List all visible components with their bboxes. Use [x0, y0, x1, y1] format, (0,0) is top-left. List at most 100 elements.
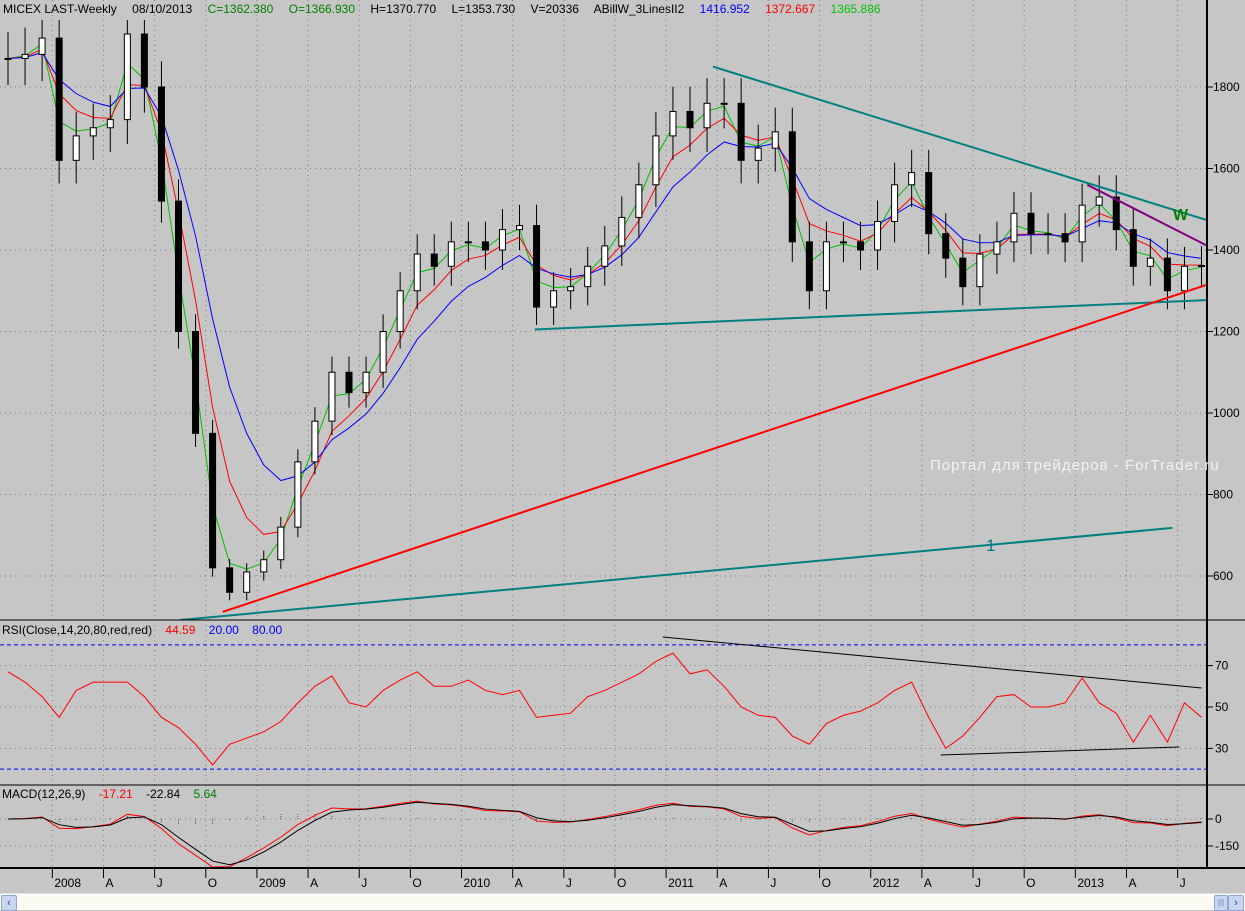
candle-down — [192, 331, 200, 434]
symbol-label: MICEX LAST-Weekly — [3, 2, 117, 16]
candle-down — [1061, 233, 1069, 243]
macd-value: -17.21 — [98, 787, 133, 801]
candle-up — [1198, 264, 1205, 267]
candle-up — [635, 184, 643, 218]
candle — [379, 314, 387, 388]
candle — [601, 225, 609, 286]
x-tick-label: 2012 — [873, 876, 900, 890]
x-tick-label: A — [719, 876, 727, 890]
candle-down — [55, 37, 63, 161]
candle-up — [584, 265, 592, 288]
macd-title: MACD(12,26,9) — [2, 787, 86, 801]
candle — [294, 449, 302, 538]
price-tick-label: 1600 — [1213, 162, 1240, 176]
low-value: L=1353.730 — [451, 2, 516, 16]
candle — [1044, 213, 1052, 255]
x-tick-label: 2010 — [464, 876, 491, 890]
candle-up — [413, 253, 421, 292]
rsi-tick-label: 30 — [1215, 741, 1229, 755]
rsi-panel-label: RSI(Close,14,20,80,red,red) 44.59 20.00 … — [2, 623, 292, 637]
candle-down — [959, 257, 967, 288]
candle — [618, 196, 626, 267]
rsi-line — [7, 652, 1202, 766]
watermark: Портал для трейдеров - ForTrader.ru — [930, 457, 1220, 474]
candle-up — [516, 225, 523, 231]
candle-up — [720, 102, 728, 105]
open-value: O=1366.930 — [288, 2, 356, 16]
wave-1-line — [180, 526, 1173, 620]
candle — [72, 111, 80, 184]
macd-line — [7, 800, 1202, 868]
candle — [822, 221, 830, 310]
candle — [516, 204, 523, 251]
candle-up — [874, 220, 882, 251]
candle-up — [550, 290, 558, 308]
candle — [260, 550, 268, 581]
rsi-tick-label: 50 — [1215, 700, 1229, 714]
horizontal-scrollbar[interactable]: ‹ ||| › — [0, 893, 1245, 911]
price-tick-label: 1000 — [1213, 406, 1240, 420]
candle — [311, 407, 319, 475]
candle — [874, 200, 882, 270]
price-panel — [4, 20, 1207, 620]
candle-up — [4, 57, 12, 60]
price-tick-label: 1800 — [1213, 80, 1240, 94]
candle — [925, 149, 933, 255]
candle — [720, 78, 728, 129]
candle-up — [243, 571, 251, 593]
candle — [345, 356, 353, 408]
candle — [635, 162, 643, 239]
x-tick-label: J — [566, 876, 572, 890]
candle-up — [89, 127, 97, 137]
candle-down — [805, 241, 813, 292]
price-tick-label: 600 — [1213, 569, 1233, 583]
candle-up — [396, 290, 404, 332]
candle — [686, 86, 694, 152]
candle-up — [294, 461, 302, 528]
price-tick-label: 1200 — [1213, 325, 1240, 339]
candle-up — [1180, 265, 1188, 292]
macd-panel — [7, 800, 1202, 868]
x-tick-label: J — [770, 876, 776, 890]
candle-up — [277, 526, 285, 561]
rsi-title: RSI(Close,14,20,80,red,red) — [2, 623, 153, 637]
resistance-teal — [712, 65, 1207, 221]
rsi-trendline — [940, 746, 1180, 756]
high-value: H=1370.770 — [370, 2, 437, 16]
candle — [857, 221, 864, 270]
macd-hist-value: 5.64 — [193, 787, 217, 801]
candle-up — [72, 135, 80, 161]
x-tick-label: O — [617, 876, 626, 890]
candle-up — [379, 331, 387, 373]
x-tick-label: A — [105, 876, 113, 890]
candle — [1061, 213, 1069, 263]
chart-header: MICEX LAST-Weekly 08/10/2013 C=1362.380 … — [3, 2, 893, 16]
rsi-tick-label: 70 — [1215, 659, 1229, 673]
candle — [993, 221, 1001, 274]
support-red — [222, 284, 1207, 613]
candle-up — [976, 253, 984, 288]
x-tick-label: O — [208, 876, 217, 890]
candle-down — [788, 131, 796, 243]
candle — [1198, 246, 1205, 286]
candle — [959, 238, 967, 306]
wave-w-label: W — [1173, 207, 1189, 224]
candle-down — [140, 33, 148, 88]
candle — [669, 86, 677, 160]
candle — [123, 20, 131, 145]
date-label: 08/10/2013 — [132, 2, 193, 16]
x-tick-label: J — [975, 876, 981, 890]
candle — [413, 234, 421, 310]
indicator-green-value: 1365.886 — [830, 2, 881, 16]
candle-up — [362, 371, 370, 394]
x-tick-label: O — [1026, 876, 1035, 890]
candle — [55, 20, 63, 184]
candle-up — [498, 229, 506, 251]
candle — [362, 356, 370, 408]
x-tick-label: 2011 — [668, 876, 694, 890]
support-teal — [534, 299, 1206, 331]
candle — [703, 78, 711, 152]
candle-up — [652, 135, 660, 186]
candle-up — [839, 241, 847, 244]
